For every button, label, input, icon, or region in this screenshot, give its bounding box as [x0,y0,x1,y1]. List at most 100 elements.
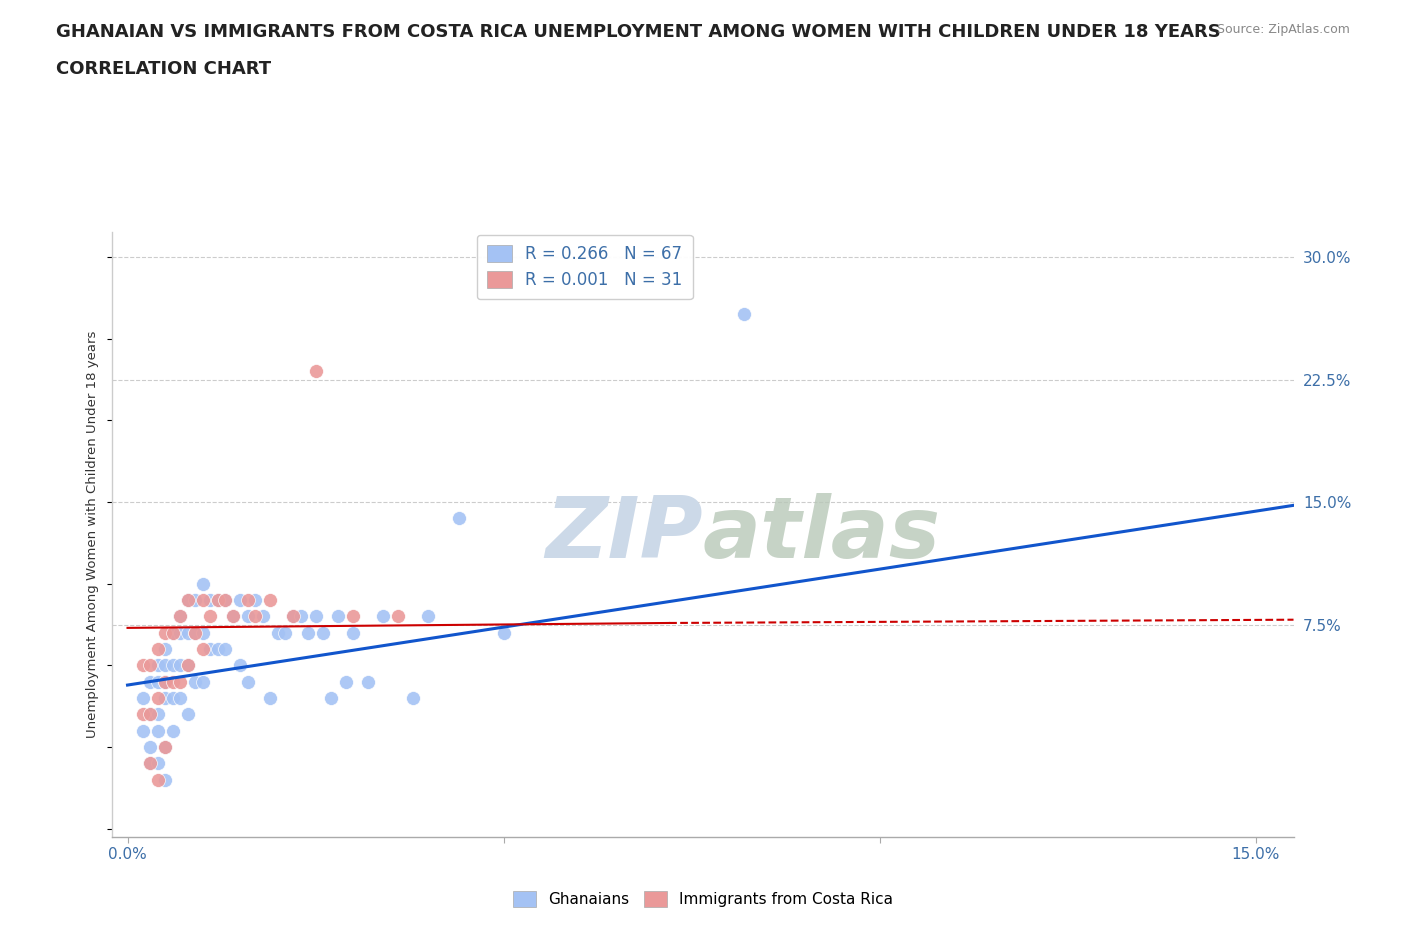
Point [153,691,176,706]
Point [245,609,267,624]
Point [222,609,245,624]
Point [146,674,169,689]
Point [281,609,304,624]
Point [200,609,222,624]
Point [207,642,229,657]
Point [222,609,245,624]
Point [169,609,191,624]
Point [177,592,200,607]
Point [214,592,236,607]
Point [146,691,169,706]
Point [177,592,200,607]
Point [139,674,162,689]
Point [146,773,169,788]
Point [267,625,290,640]
Point [297,625,319,640]
Point [162,625,184,640]
Point [402,691,425,706]
Point [207,592,229,607]
Point [342,609,364,624]
Point [312,625,335,640]
Text: ZIP: ZIP [546,493,703,577]
Point [447,511,470,525]
Legend: Ghanaians, Immigrants from Costa Rica: Ghanaians, Immigrants from Costa Rica [506,884,900,913]
Point [335,674,357,689]
Point [259,691,281,706]
Point [214,592,236,607]
Point [259,592,281,607]
Point [146,724,169,738]
Point [139,707,162,722]
Point [252,609,274,624]
Point [191,625,214,640]
Legend: R = 0.266   N = 67, R = 0.001   N = 31: R = 0.266 N = 67, R = 0.001 N = 31 [477,234,693,299]
Point [153,674,176,689]
Point [131,691,153,706]
Point [169,625,191,640]
Point [342,625,364,640]
Point [177,625,200,640]
Point [169,609,191,624]
Point [131,658,153,673]
Text: GHANAIAN VS IMMIGRANTS FROM COSTA RICA UNEMPLOYMENT AMONG WOMEN WITH CHILDREN UN: GHANAIAN VS IMMIGRANTS FROM COSTA RICA U… [56,23,1220,41]
Point [153,674,176,689]
Point [290,609,312,624]
Point [236,609,259,624]
Point [146,642,169,657]
Point [177,658,200,673]
Point [184,674,207,689]
Point [139,707,162,722]
Point [733,307,755,322]
Point [229,658,252,673]
Point [281,609,304,624]
Point [357,674,380,689]
Point [319,691,342,706]
Point [373,609,395,624]
Point [146,756,169,771]
Point [418,609,440,624]
Point [191,592,214,607]
Point [200,592,222,607]
Point [146,707,169,722]
Point [153,773,176,788]
Point [153,625,176,640]
Point [169,674,191,689]
Point [139,658,162,673]
Point [177,658,200,673]
Point [162,724,184,738]
Point [153,739,176,754]
Point [153,642,176,657]
Point [214,642,236,657]
Point [207,592,229,607]
Point [328,609,350,624]
Point [184,625,207,640]
Point [177,707,200,722]
Point [492,625,515,640]
Point [191,577,214,591]
Y-axis label: Unemployment Among Women with Children Under 18 years: Unemployment Among Women with Children U… [86,331,100,738]
Text: atlas: atlas [703,493,941,577]
Point [245,592,267,607]
Point [169,658,191,673]
Point [229,592,252,607]
Point [236,592,259,607]
Point [304,609,326,624]
Point [200,642,222,657]
Point [169,691,191,706]
Text: CORRELATION CHART: CORRELATION CHART [56,60,271,78]
Point [162,691,184,706]
Text: Source: ZipAtlas.com: Source: ZipAtlas.com [1216,23,1350,36]
Point [191,642,214,657]
Point [146,658,169,673]
Point [139,756,162,771]
Point [131,724,153,738]
Point [162,674,184,689]
Point [387,609,409,624]
Point [153,739,176,754]
Point [139,756,162,771]
Point [139,739,162,754]
Point [162,625,184,640]
Point [184,625,207,640]
Point [162,658,184,673]
Point [153,658,176,673]
